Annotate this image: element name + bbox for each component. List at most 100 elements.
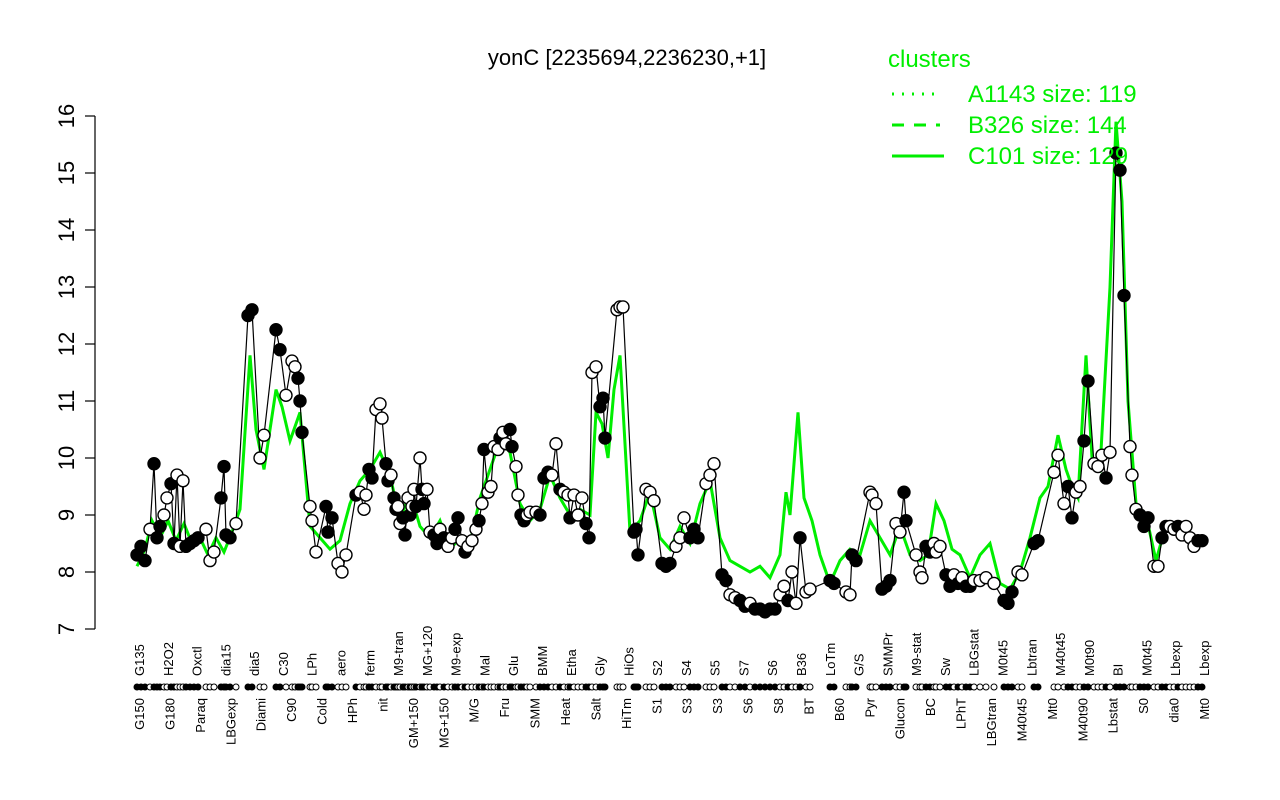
data-point xyxy=(288,360,302,374)
data-point xyxy=(533,508,547,522)
data-point xyxy=(1195,533,1209,548)
data-point xyxy=(509,459,523,474)
data-point xyxy=(1005,585,1019,599)
x-tick-label: GM+150 xyxy=(406,698,421,748)
data-point xyxy=(579,516,593,531)
y-tick-label: 10 xyxy=(54,446,79,470)
axis-sample-dot xyxy=(634,683,642,691)
x-tick-label: aero xyxy=(333,650,348,676)
data-point xyxy=(1051,448,1065,462)
data-point xyxy=(484,479,498,494)
axis-sample-dot xyxy=(872,683,880,691)
data-point xyxy=(1081,374,1095,388)
x-tick-label: LBGtran xyxy=(984,698,999,746)
data-point xyxy=(598,431,612,445)
x-tick-label: LoTm xyxy=(823,643,838,676)
axis-sample-dot xyxy=(226,683,234,691)
data-point xyxy=(785,565,799,579)
data-point xyxy=(511,488,525,502)
data-point xyxy=(273,343,287,357)
data-point xyxy=(138,553,152,568)
axis-sample-dot xyxy=(806,683,814,691)
x-tick-label: S8 xyxy=(771,698,786,714)
axis-sample-dot xyxy=(619,683,627,691)
axis-sample-dot xyxy=(1034,683,1042,691)
data-point xyxy=(472,514,486,528)
data-point xyxy=(1125,468,1139,482)
data-point xyxy=(1091,459,1105,474)
axis-sample-dot xyxy=(232,683,240,691)
axis-sample-dot xyxy=(328,683,336,691)
axis-sample-dot xyxy=(936,683,944,691)
data-point xyxy=(1151,559,1165,573)
data-point xyxy=(335,565,349,579)
x-tick-label: Pyr xyxy=(862,697,877,717)
data-point xyxy=(582,531,596,545)
data-point xyxy=(768,602,782,616)
data-point xyxy=(384,468,398,482)
data-point xyxy=(293,394,307,408)
legend-entry-b326: B326 size: 144 xyxy=(968,112,1127,139)
data-point xyxy=(379,457,393,471)
x-tick-label: M0t45 xyxy=(1139,640,1154,676)
data-point xyxy=(420,482,434,497)
data-point xyxy=(883,573,897,588)
data-point xyxy=(843,588,857,602)
axis-sample-dot xyxy=(852,683,860,691)
data-point xyxy=(207,545,221,559)
data-point xyxy=(319,499,333,514)
data-point xyxy=(589,360,603,374)
data-point xyxy=(257,428,271,442)
axis-sample-dot xyxy=(1084,683,1092,691)
x-tick-label: M40t45 xyxy=(1053,633,1068,676)
axis-sample-dot xyxy=(976,683,984,691)
data-point xyxy=(663,556,677,571)
data-point xyxy=(223,531,237,545)
data-point xyxy=(789,596,803,611)
data-point xyxy=(305,514,319,528)
x-tick-label: HPh xyxy=(345,698,360,723)
data-point xyxy=(575,491,589,505)
x-tick-label: SMMPr xyxy=(880,632,895,676)
axis-sample-dot xyxy=(666,683,674,691)
data-point xyxy=(545,468,559,482)
data-point xyxy=(803,582,817,596)
data-point xyxy=(1123,439,1137,454)
data-point xyxy=(147,457,161,471)
x-tick-label: LPhT xyxy=(954,698,969,729)
data-point xyxy=(571,508,585,522)
data-point xyxy=(245,303,259,317)
y-tick-label: 16 xyxy=(54,104,79,128)
x-tick-label: M40t90 xyxy=(1075,698,1090,741)
x-tick-label: Glucon xyxy=(893,698,908,739)
axis-sample-dot xyxy=(1018,683,1026,691)
x-tick-label: BI xyxy=(1111,664,1126,676)
x-tick-label: S0 xyxy=(1136,698,1151,714)
axis-sample-dot xyxy=(194,683,202,691)
x-tick-label: MG+120 xyxy=(420,626,435,676)
data-point xyxy=(253,451,267,465)
axis-sample-dot xyxy=(886,683,894,691)
data-point xyxy=(596,391,610,405)
data-point xyxy=(1077,434,1091,448)
axis-sample-dot xyxy=(650,683,658,691)
data-point xyxy=(1031,533,1045,548)
x-tick-label: M40t45 xyxy=(1014,698,1029,741)
data-point xyxy=(339,548,353,562)
data-point xyxy=(413,451,427,465)
data-point xyxy=(465,533,479,548)
x-tick-label: BMM xyxy=(535,646,550,676)
x-tick-label: M0t90 xyxy=(1082,640,1097,676)
legend-entry-a1143: A1143 size: 119 xyxy=(968,81,1137,108)
axis-sample-dot xyxy=(680,683,688,691)
data-point xyxy=(1141,511,1155,525)
x-tick-label: Mt0 xyxy=(1197,698,1212,720)
data-point xyxy=(153,519,167,534)
chart-title: yonC [2235694,2236230,+1] xyxy=(488,45,766,70)
x-axis-labels: G135 H2O2 Oxctl dia15 dia5 C30 LPh aero ferm M9-t… xyxy=(132,626,1212,748)
x-tick-label: Lbexp xyxy=(1197,641,1212,676)
x-tick-label: dia0 xyxy=(1167,698,1182,723)
x-tick-label: S3 xyxy=(710,698,725,714)
x-tick-label: Cold xyxy=(315,698,330,725)
axis-sample-dot xyxy=(710,683,718,691)
